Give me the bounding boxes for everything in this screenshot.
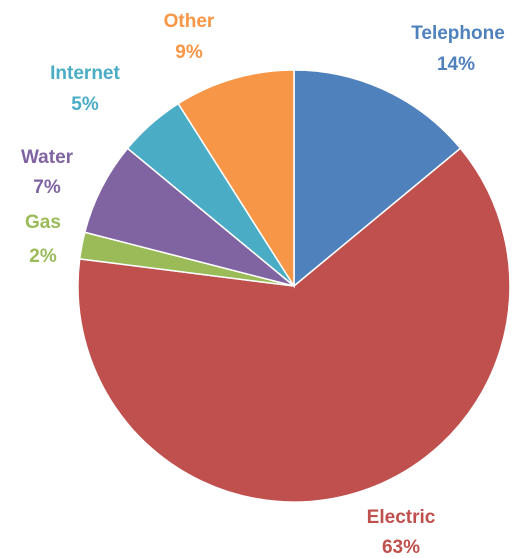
slice-label-electric-value: 63%	[382, 537, 420, 558]
slice-label-telephone-value: 14%	[437, 54, 475, 75]
pie-slice-other	[177, 69, 295, 289]
slice-label-internet-value: 5%	[71, 94, 99, 115]
slice-label-other-name: Other	[164, 11, 215, 32]
slice-label-internet-name: Internet	[50, 63, 120, 84]
pie-slice-telephone	[293, 69, 462, 288]
slice-label-other-value: 9%	[175, 42, 203, 63]
pie-slice-electric	[77, 147, 511, 503]
slice-label-gas-value: 2%	[29, 246, 57, 267]
slice-label-water-name: Water	[21, 147, 74, 168]
slice-label-water-value: 7%	[33, 177, 61, 198]
slice-label-gas-name: Gas	[25, 212, 61, 233]
slice-label-telephone-name: Telephone	[411, 23, 505, 44]
slice-label-electric-name: Electric	[367, 507, 436, 528]
pie-slices	[77, 69, 511, 503]
pie-labels: Telephone 14% Electric 63% Gas 2% Water …	[21, 11, 505, 558]
